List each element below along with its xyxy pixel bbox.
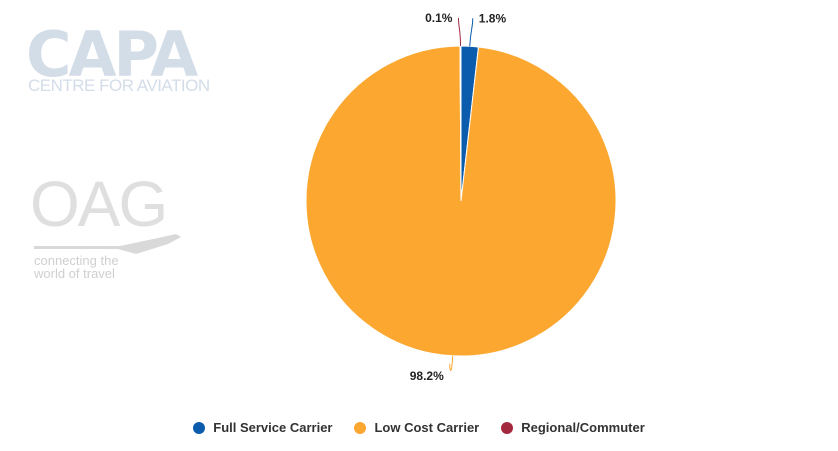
legend-marker-icon [193, 421, 206, 434]
plane-icon [34, 234, 181, 254]
data-label: 1.8% [479, 11, 507, 25]
data-label-connector [449, 355, 454, 371]
legend-marker-icon [501, 421, 514, 434]
data-label-connector [457, 18, 462, 47]
legend-marker-icon [354, 421, 367, 434]
capa-logo-subtitle: CENTRE FOR AVIATION [28, 76, 210, 95]
legend-item-full-service-carrier[interactable]: Full Service Carrier [193, 420, 332, 435]
capa-logo-text: CAPA [26, 18, 198, 91]
legend-label: Full Service Carrier [213, 420, 333, 435]
data-label: 0.1% [425, 11, 453, 25]
legend-label: Regional/Commuter [521, 420, 645, 435]
oag-tagline-line2: world of travel [34, 266, 115, 281]
pie-slice-regional-commuter[interactable] [459, 45, 462, 202]
data-label: 98.2% [410, 369, 444, 383]
chart-legend: Full Service Carrier Low Cost Carrier Re… [0, 420, 838, 435]
data-label-connector [469, 18, 474, 47]
legend-item-low-cost-carrier[interactable]: Low Cost Carrier [354, 420, 479, 435]
oag-logo-text: OAG [30, 168, 168, 240]
oag-tagline-line1: connecting the [34, 253, 119, 268]
legend-label: Low Cost Carrier [374, 420, 480, 435]
legend-item-regional-commuter[interactable]: Regional/Commuter [501, 420, 645, 435]
